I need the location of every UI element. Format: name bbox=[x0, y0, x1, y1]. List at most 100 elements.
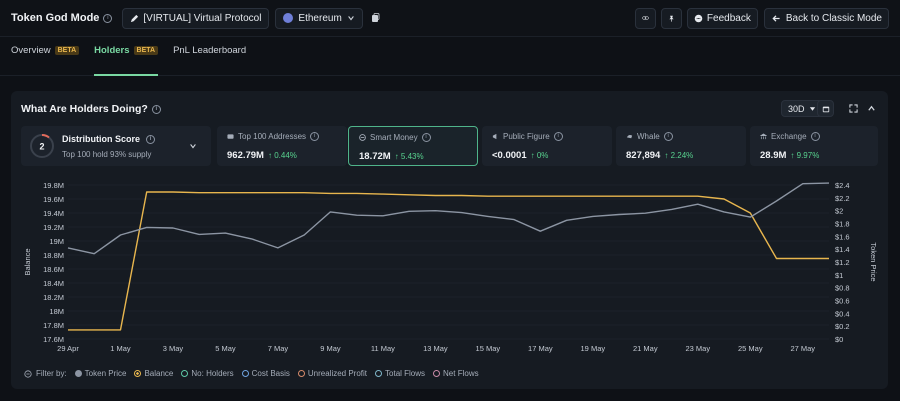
tab-overview-label: Overview bbox=[11, 45, 51, 56]
stat-label: Top 100 Addresses bbox=[238, 131, 307, 141]
legend-dot bbox=[433, 370, 441, 377]
info-icon[interactable]: i bbox=[151, 104, 161, 114]
right-tick-label: $2.2 bbox=[835, 194, 850, 203]
exchange-icon bbox=[760, 132, 767, 139]
legend-label: Balance bbox=[144, 369, 174, 378]
x-tick-label: 7 May bbox=[268, 344, 289, 353]
stat-label: Public Figure bbox=[503, 131, 550, 141]
legend-unrealized-profit[interactable]: Unrealized Profit bbox=[297, 369, 367, 378]
calendar-button[interactable] bbox=[817, 100, 834, 117]
stat-card-whale[interactable]: Whale i 827,894 ↑ 2.24% bbox=[616, 126, 746, 166]
info-icon[interactable]: i bbox=[810, 131, 820, 141]
stat-card-smart-money[interactable]: Smart Money i 18.72M ↑ 5.43% bbox=[348, 126, 478, 166]
legend-dot bbox=[134, 370, 142, 377]
stat-value: 18.72M bbox=[359, 151, 391, 162]
tab-pnl-leaderboard[interactable]: PnL Leaderboard bbox=[173, 37, 246, 75]
right-tick-label: $0 bbox=[835, 335, 843, 344]
expand-icon[interactable] bbox=[849, 104, 858, 113]
right-axis-label: Token Price bbox=[869, 242, 878, 281]
users-icon bbox=[227, 133, 234, 139]
copy-icon[interactable] bbox=[371, 13, 380, 23]
legend-net-flows[interactable]: Net Flows bbox=[433, 369, 479, 378]
info-icon[interactable]: i bbox=[103, 13, 113, 23]
stat-label: Whale bbox=[637, 131, 660, 141]
app-title: Token God Mode bbox=[11, 12, 100, 24]
calendar-icon bbox=[822, 106, 829, 112]
info-icon[interactable]: i bbox=[421, 132, 431, 142]
feedback-button[interactable]: Feedback bbox=[686, 7, 758, 29]
distribution-subtext: Top 100 hold 93% supply bbox=[62, 150, 152, 159]
pin-icon bbox=[669, 15, 674, 22]
beta-badge: BETA bbox=[133, 46, 159, 55]
right-tick-label: $1.8 bbox=[835, 220, 850, 229]
token-selector[interactable]: [VIRTUAL] Virtual Protocol bbox=[122, 7, 270, 29]
legend-dot bbox=[297, 370, 305, 377]
eye-icon bbox=[642, 15, 649, 21]
collapse-icon[interactable] bbox=[867, 104, 876, 113]
x-tick-label: 21 May bbox=[633, 344, 658, 353]
legend-cost-basis[interactable]: Cost Basis bbox=[241, 369, 290, 378]
pin-button[interactable] bbox=[660, 7, 682, 29]
left-tick-label: 19M bbox=[49, 237, 64, 246]
back-label: Back to Classic Mode bbox=[785, 12, 882, 24]
chain-name: Ethereum bbox=[298, 12, 342, 24]
watch-button[interactable] bbox=[634, 7, 656, 29]
panel-title-text: What Are Holders Doing? bbox=[21, 103, 148, 115]
tab-overview[interactable]: Overview BETA bbox=[11, 37, 80, 75]
right-tick-label: $0.6 bbox=[835, 297, 850, 306]
whale-icon bbox=[626, 134, 633, 138]
series-line-token-price bbox=[67, 182, 830, 255]
holders-panel: What Are Holders Doing? i 30D 2 Distribu… bbox=[11, 91, 888, 389]
arrow-left-icon bbox=[772, 14, 780, 22]
x-tick-label: 9 May bbox=[320, 344, 341, 353]
stat-card-exchange[interactable]: Exchange i 28.9M ↑ 9.97% bbox=[750, 126, 878, 166]
info-icon[interactable]: i bbox=[663, 131, 673, 141]
legend-dot bbox=[74, 370, 82, 377]
x-tick-label: 5 May bbox=[215, 344, 236, 353]
left-tick-label: 18.6M bbox=[43, 265, 64, 274]
stat-value: <0.0001 bbox=[492, 150, 527, 161]
stat-label: Exchange bbox=[771, 131, 807, 141]
legend-total-flows[interactable]: Total Flows bbox=[375, 369, 425, 378]
distribution-title: Distribution Score bbox=[62, 134, 141, 144]
right-tick-label: $1.2 bbox=[835, 258, 850, 267]
caret-down-icon bbox=[809, 106, 815, 111]
legend-token-price[interactable]: Token Price bbox=[74, 369, 127, 378]
tab-holders-label: Holders bbox=[94, 45, 130, 56]
back-to-classic-button[interactable]: Back to Classic Mode bbox=[763, 7, 889, 29]
score-value: 2 bbox=[39, 142, 44, 152]
stat-change: ↑ 0% bbox=[530, 151, 549, 160]
x-tick-label: 27 May bbox=[790, 344, 815, 353]
left-tick-label: 18M bbox=[49, 307, 64, 316]
info-icon[interactable]: i bbox=[310, 131, 320, 141]
legend-label: Total Flows bbox=[385, 369, 426, 378]
x-tick-label: 25 May bbox=[738, 344, 763, 353]
info-icon[interactable]: i bbox=[553, 131, 563, 141]
series-line-balance bbox=[68, 191, 829, 331]
distribution-score-card[interactable]: 2 Distribution Score i Top 100 hold 93% … bbox=[21, 126, 211, 166]
stat-card-public-figure[interactable]: Public Figure i <0.0001 ↑ 0% bbox=[482, 126, 612, 166]
chain-selector[interactable]: Ethereum bbox=[275, 7, 363, 29]
chevron-down-icon[interactable] bbox=[189, 142, 197, 150]
legend-label: Cost Basis bbox=[251, 369, 290, 378]
legend-label: No: Holders bbox=[191, 369, 234, 378]
legend-no-holders[interactable]: No: Holders bbox=[181, 369, 234, 378]
legend-balance[interactable]: Balance bbox=[134, 369, 173, 378]
left-tick-label: 18.8M bbox=[43, 251, 64, 260]
ethereum-icon bbox=[283, 13, 294, 23]
tab-holders[interactable]: Holders BETA bbox=[94, 37, 159, 76]
legend-label: Token Price bbox=[84, 369, 127, 378]
right-tick-label: $2.4 bbox=[835, 181, 850, 190]
chart-legend: Filter by: Token Price Balance No: Holde… bbox=[24, 369, 487, 378]
left-tick-label: 19.4M bbox=[43, 209, 64, 218]
left-tick-label: 19.6M bbox=[43, 195, 64, 204]
info-icon[interactable]: i bbox=[146, 134, 156, 144]
x-tick-label: 1 May bbox=[110, 344, 131, 353]
left-tick-label: 18.2M bbox=[43, 293, 64, 302]
stat-change: ↑ 9.97% bbox=[790, 151, 820, 160]
holders-chart: 19.8M 19.6M 19.4M 19.2M 19M 18.8M 18.6M 18.4M 18… bbox=[23, 181, 878, 353]
right-tick-label: $1.4 bbox=[835, 245, 850, 254]
x-tick-label: 17 May bbox=[528, 344, 553, 353]
left-tick-label: 17.6M bbox=[43, 335, 64, 344]
stat-card-top100[interactable]: Top 100 Addresses i 962.79M ↑ 0.44% bbox=[217, 126, 347, 166]
